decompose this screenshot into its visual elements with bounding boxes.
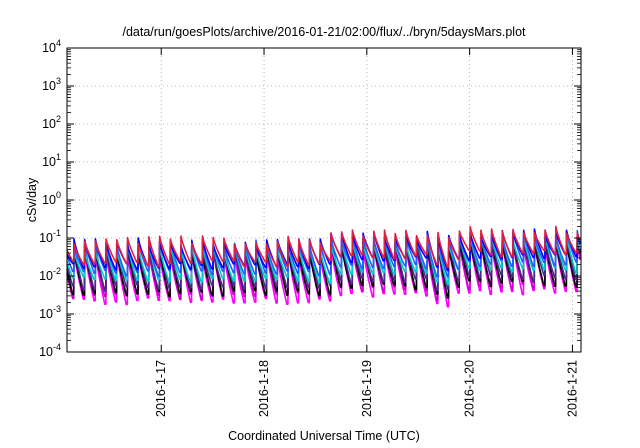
- x-tick-label: 2016-1-18: [257, 360, 271, 417]
- y-tick-label: 10-2: [39, 266, 61, 283]
- series-group: [66, 225, 581, 308]
- y-tick-label: 10-3: [39, 304, 61, 321]
- x-tick-label: 2016-1-21: [565, 360, 579, 417]
- x-axis-ticks: 2016-1-17 2016-1-18 2016-1-19 2016-1-20 2016…: [154, 48, 579, 417]
- y-tick-label: 101: [42, 152, 61, 169]
- grid: [67, 48, 581, 352]
- y-tick-label: 100: [42, 190, 61, 207]
- chart-title: /data/run/goesPlots/archive/2016-01-21/0…: [122, 25, 526, 39]
- y-axis-label: cSv/day: [25, 177, 39, 222]
- x-axis-label: Coordinated Universal Time (UTC): [228, 429, 420, 443]
- y-tick-label: 10-1: [39, 228, 61, 245]
- series-line: [66, 232, 581, 286]
- y-tick-label: 104: [42, 38, 61, 55]
- y-tick-label: 10-4: [39, 342, 61, 359]
- series-line: [66, 225, 581, 269]
- x-tick-label: 2016-1-20: [463, 360, 477, 417]
- y-axis-ticks: 10-4 10-3 10-2 10-1 100 101 102 103 104: [39, 38, 581, 359]
- y-tick-label: 102: [42, 114, 61, 131]
- x-tick-label: 2016-1-17: [154, 360, 168, 417]
- x-tick-label: 2016-1-19: [360, 360, 374, 417]
- y-tick-label: 103: [42, 76, 61, 93]
